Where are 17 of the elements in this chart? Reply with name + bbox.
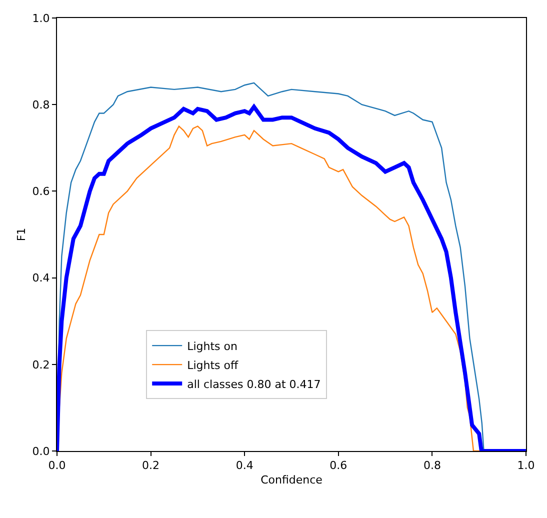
y-tick-label: 1.0 [32,12,50,25]
legend-label: Lights off [187,358,239,372]
x-tick-label: 0.0 [48,459,66,472]
x-tick-label: 0.2 [142,459,160,472]
x-axis-title: Confidence [260,473,323,486]
legend-label: Lights on [187,340,238,353]
x-tick-label: 0.8 [423,459,441,472]
y-tick-label: 0.2 [32,358,50,372]
y-tick-label: 0.4 [32,272,50,285]
y-tick-label: 0.0 [32,444,50,458]
x-tick-label: 0.4 [236,459,254,472]
y-tick-label: 0.6 [32,185,50,198]
x-tick-label: 1.0 [517,459,535,472]
x-tick-label: 0.6 [330,459,348,472]
y-tick-label: 0.8 [32,98,50,112]
y-axis-title: F1 [14,228,28,242]
legend-label: all classes 0.80 at 0.417 [187,378,321,391]
